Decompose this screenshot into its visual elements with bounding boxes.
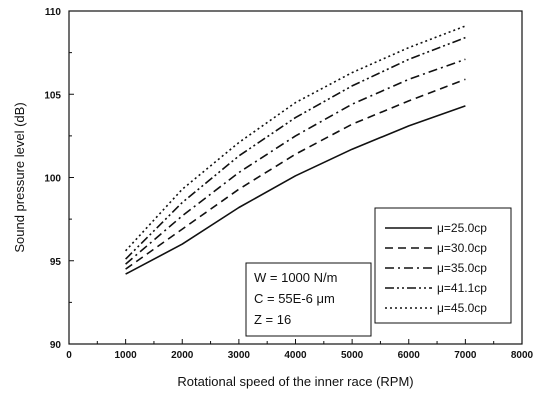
x-tick-label: 1000 bbox=[115, 350, 138, 361]
legend: μ=25.0cp μ=30.0cp μ=35.0cp μ=41.1cp μ=45.0cp bbox=[374, 207, 512, 324]
annotation-line: W = 1000 N/m bbox=[254, 270, 337, 285]
x-tick-label: 3000 bbox=[228, 350, 251, 361]
legend-label: μ=30.0cp bbox=[437, 241, 487, 255]
series-lines bbox=[125, 25, 466, 275]
legend-label: μ=45.0cp bbox=[437, 301, 487, 315]
series-line-5 bbox=[125, 25, 466, 252]
legend-frame bbox=[374, 207, 512, 324]
series-line-4 bbox=[125, 36, 466, 260]
legend-label: μ=25.0cp bbox=[437, 221, 487, 235]
x-tick-label: 0 bbox=[66, 350, 72, 361]
y-axis-title: Sound pressure level (dB) bbox=[12, 102, 27, 252]
x-tick-label: 7000 bbox=[454, 350, 477, 361]
legend-label: μ=41.1cp bbox=[437, 281, 487, 295]
series-line-1 bbox=[125, 105, 466, 275]
y-tick-label: 110 bbox=[45, 7, 62, 18]
annotation-line: C = 55E-6 μm bbox=[254, 291, 335, 306]
y-tick-label: 100 bbox=[44, 174, 61, 185]
annotation-frame bbox=[245, 262, 372, 337]
parameter-annotation-box: W = 1000 N/m C = 55E-6 μm Z = 16 bbox=[245, 262, 372, 337]
y-tick-label: 105 bbox=[44, 90, 61, 101]
x-tick-label: 2000 bbox=[171, 350, 194, 361]
x-tick-label: 4000 bbox=[284, 350, 307, 361]
x-axis-title: Rotational speed of the inner race (RPM) bbox=[177, 374, 413, 389]
legend-label: μ=35.0cp bbox=[437, 261, 487, 275]
y-tick-label: 95 bbox=[50, 257, 62, 268]
series-line-2 bbox=[125, 78, 466, 270]
annotation-line: Z = 16 bbox=[254, 312, 291, 327]
y-axis-ticks: 90 95 100 105 110 bbox=[44, 7, 74, 351]
x-tick-label: 6000 bbox=[398, 350, 421, 361]
x-tick-label: 8000 bbox=[511, 350, 534, 361]
x-axis-ticks: 0 1000 2000 3000 4000 5000 6000 7000 8000 bbox=[66, 339, 534, 361]
x-tick-label: 5000 bbox=[341, 350, 364, 361]
series-line-3 bbox=[125, 58, 466, 265]
y-tick-label: 90 bbox=[50, 340, 62, 351]
